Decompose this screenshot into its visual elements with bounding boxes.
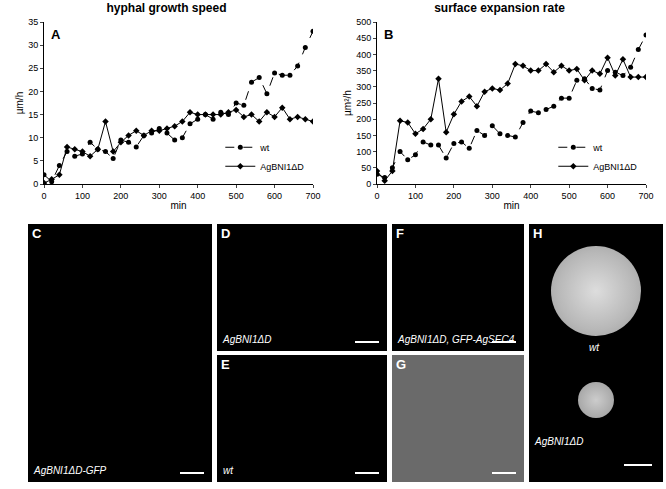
svg-text:0: 0 <box>374 191 379 201</box>
svg-text:wt: wt <box>592 143 602 153</box>
svg-text:min: min <box>503 200 519 211</box>
svg-text:200: 200 <box>113 191 128 201</box>
html-text:AgBNI1ΔD, GFP-AgSEC4: AgBNI1ΔD, GFP-AgSEC4 <box>398 334 515 345</box>
svg-text:5: 5 <box>33 156 38 166</box>
svg-text:450: 450 <box>356 33 371 43</box>
svg-text:400: 400 <box>190 191 205 201</box>
svg-text:25: 25 <box>28 63 38 73</box>
svg-text:20: 20 <box>28 87 38 97</box>
svg-text:30: 30 <box>28 40 38 50</box>
html-text:F: F <box>396 226 404 241</box>
svg-text:300: 300 <box>485 191 500 201</box>
svg-text:500: 500 <box>356 17 371 27</box>
svg-text:250: 250 <box>356 98 371 108</box>
svg-text:150: 150 <box>356 131 371 141</box>
svg-text:µm²/h: µm²/h <box>342 90 353 116</box>
svg-text:500: 500 <box>229 191 244 201</box>
svg-text:50: 50 <box>361 163 371 173</box>
svg-text:100: 100 <box>356 147 371 157</box>
html-text:wt: wt <box>589 342 599 353</box>
svg-text:15: 15 <box>28 110 38 120</box>
svg-text:350: 350 <box>356 66 371 76</box>
svg-text:700: 700 <box>305 191 320 201</box>
html-text:G: G <box>396 357 407 372</box>
svg-text:wt: wt <box>259 143 269 153</box>
svg-text:400: 400 <box>523 191 538 201</box>
svg-text:AgBNI1ΔD: AgBNI1ΔD <box>593 162 637 172</box>
svg-text:200: 200 <box>446 191 461 201</box>
svg-text:AgBNI1ΔD: AgBNI1ΔD <box>260 162 304 172</box>
svg-text:0: 0 <box>41 191 46 201</box>
svg-text:500: 500 <box>562 191 577 201</box>
html-text:C: C <box>32 226 42 241</box>
svg-text:B: B <box>384 27 393 42</box>
html-text:E: E <box>221 357 230 372</box>
svg-text:10: 10 <box>28 133 38 143</box>
svg-text:µm/h: µm/h <box>14 92 25 114</box>
svg-text:hyphal growth speed: hyphal growth speed <box>106 1 226 15</box>
svg-text:300: 300 <box>152 191 167 201</box>
html-text:D: D <box>221 226 231 241</box>
html-text:AgBNI1ΔD-GFP: AgBNI1ΔD-GFP <box>34 465 107 476</box>
svg-text:700: 700 <box>638 191 653 201</box>
svg-text:0: 0 <box>33 179 38 189</box>
html-text:AgBNI1ΔD: AgBNI1ΔD <box>223 334 272 345</box>
svg-text:200: 200 <box>356 114 371 124</box>
html-text:H: H <box>533 226 543 241</box>
svg-text:35: 35 <box>28 17 38 27</box>
svg-text:600: 600 <box>267 191 282 201</box>
svg-text:100: 100 <box>408 191 423 201</box>
svg-text:100: 100 <box>75 191 90 201</box>
svg-text:400: 400 <box>356 50 371 60</box>
svg-text:min: min <box>170 200 186 211</box>
svg-text:0: 0 <box>366 179 371 189</box>
html-text:wt: wt <box>223 465 233 476</box>
svg-text:300: 300 <box>356 82 371 92</box>
svg-text:A: A <box>51 27 61 42</box>
svg-text:600: 600 <box>600 191 615 201</box>
svg-text:surface expansion rate: surface expansion rate <box>434 1 565 15</box>
html-text:AgBNI1ΔD: AgBNI1ΔD <box>535 436 584 447</box>
